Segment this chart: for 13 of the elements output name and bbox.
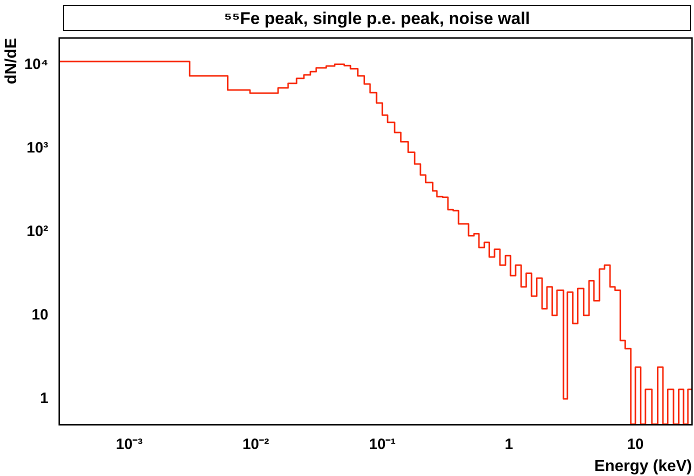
chart-title: ⁵⁵Fe peak, single p.e. peak, noise wall — [63, 5, 691, 31]
x-tick-label: 10⁻³ — [116, 436, 143, 453]
y-axis-title: dN/dE — [3, 38, 20, 84]
y-tick-label: 1 — [40, 390, 48, 408]
y-tick-label: 10³ — [26, 140, 48, 157]
x-tick-label: 10 — [627, 436, 644, 453]
x-axis-title: Energy (keV) — [594, 458, 692, 475]
x-tick-label: 10⁻² — [242, 436, 270, 453]
y-tick-label: 10 — [32, 306, 48, 324]
y-tick-label: 10² — [26, 223, 48, 240]
y-tick-label: 10⁴ — [24, 56, 48, 74]
x-tick-label: 10⁻¹ — [368, 436, 396, 453]
x-tick-label: 1 — [504, 436, 514, 453]
